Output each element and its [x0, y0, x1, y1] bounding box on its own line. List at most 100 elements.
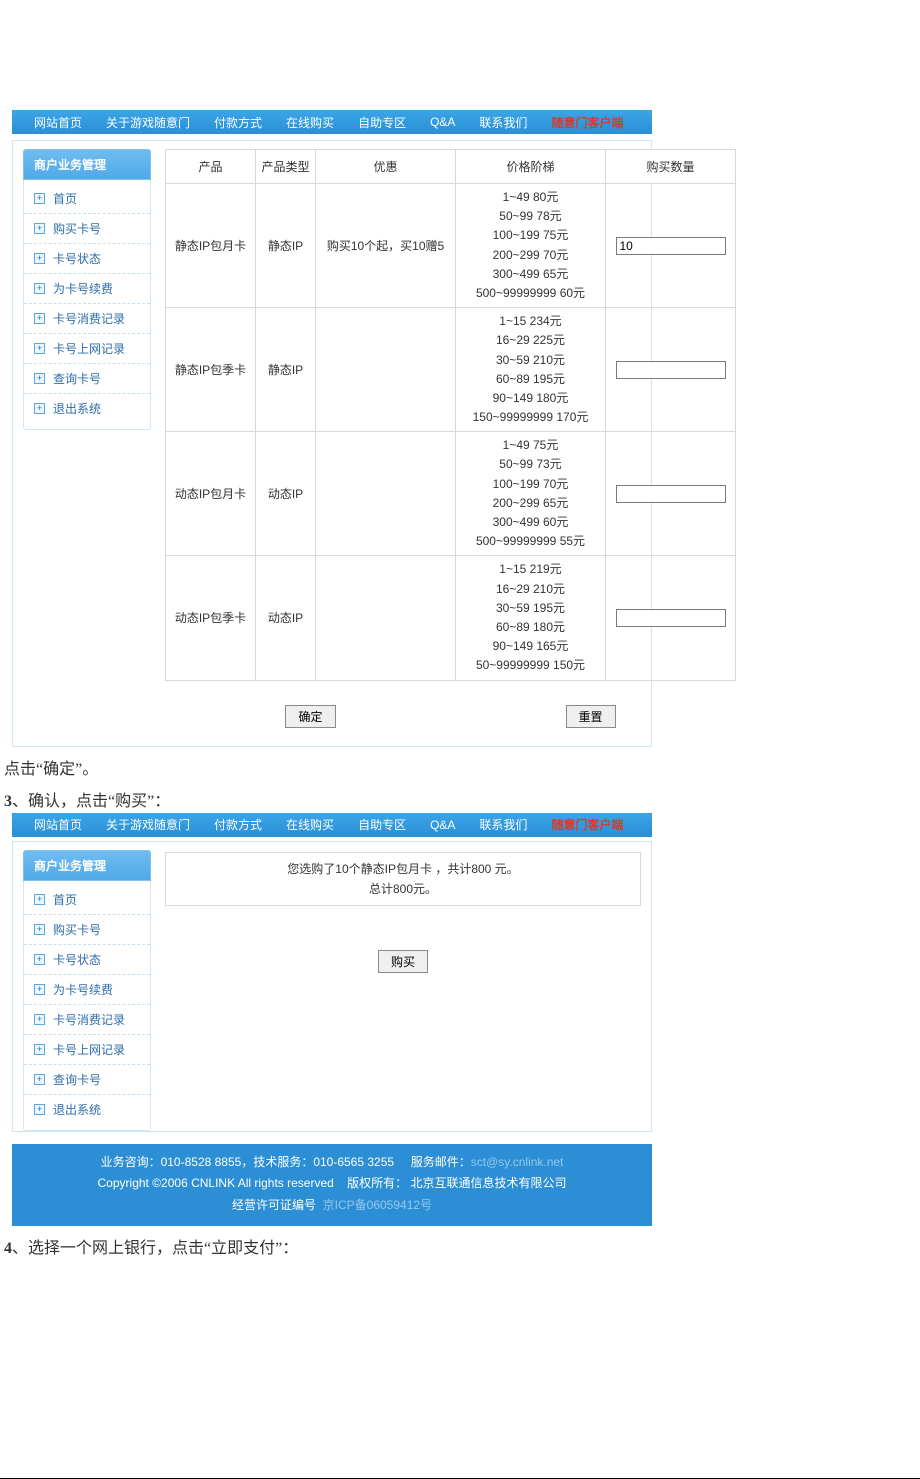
nav-home[interactable]: 网站首页 — [22, 816, 94, 833]
sidebar-item-exit[interactable]: +退出系统 — [24, 1095, 150, 1124]
qty-input[interactable] — [616, 361, 726, 379]
footer-license-label: 经营许可证编号 — [232, 1198, 316, 1212]
cell-product: 动态IP包季卡 — [166, 556, 256, 680]
sidebar-item-renew[interactable]: + 为卡号续费 — [24, 274, 150, 304]
product-table: 产品 产品类型 优惠 价格阶梯 购买数量 静态IP包月卡静态IP购买10个起，买… — [165, 149, 736, 681]
sidebar-item-online[interactable]: + 卡号上网记录 — [24, 334, 150, 364]
confirm-line-2: 总计800元。 — [166, 879, 640, 899]
footer-owner: 版权所有： 北京互联通信息技术有限公司 — [347, 1176, 566, 1190]
plus-icon: + — [34, 403, 45, 414]
nav-contact[interactable]: 联系我们 — [467, 816, 539, 833]
sidebar-item-buy[interactable]: + 购买卡号 — [24, 214, 150, 244]
step-number: 3 — [4, 793, 12, 810]
nav-client-download[interactable]: 随意门客户端 — [539, 114, 635, 131]
cell-type: 动态IP — [256, 432, 316, 556]
sidebar-item-renew[interactable]: +为卡号续费 — [24, 975, 150, 1005]
buy-button[interactable]: 购买 — [378, 950, 428, 973]
sidebar-item-consume[interactable]: +卡号消费记录 — [24, 1005, 150, 1035]
th-type: 产品类型 — [256, 150, 316, 184]
plus-icon: + — [34, 1014, 45, 1025]
cell-product: 静态IP包季卡 — [166, 308, 256, 432]
table-row: 动态IP包月卡动态IP 1~49 75元 50~99 73元 100~199 70… — [166, 432, 736, 556]
sidebar-item-home[interactable]: +首页 — [24, 885, 150, 915]
sidebar-list: +首页 +购买卡号 +卡号状态 +为卡号续费 +卡号消费记录 + 卡号上网记录 +… — [23, 881, 151, 1131]
confirm-panel: 商户业务管理 +首页 +购买卡号 +卡号状态 +为卡号续费 +卡号消费记录 + 卡… — [12, 841, 652, 1132]
nav-qa[interactable]: Q&A — [418, 115, 467, 129]
footer-contact: 业务咨询：010-8528 8855，技术服务：010-6565 3255 — [101, 1155, 395, 1169]
instruction-step-4: 4、选择一个网上银行，点击“立即支付”： — [4, 1234, 920, 1258]
nav-contact[interactable]: 联系我们 — [467, 114, 539, 131]
cell-qty — [606, 308, 736, 432]
button-row: 确定 重置 — [165, 705, 736, 728]
plus-icon: + — [34, 924, 45, 935]
nav-about[interactable]: 关于游戏随意门 — [94, 816, 202, 833]
qty-input[interactable] — [616, 485, 726, 503]
main-panel: 商户业务管理 +首页 +购买卡号 +卡号状态 +为卡号续费 +卡号消费记录 +卡… — [12, 140, 652, 747]
sidebar-item-query[interactable]: +查询卡号 — [24, 1065, 150, 1095]
footer-license-no[interactable]: 京ICP备06059412号 — [323, 1198, 432, 1212]
nav-pay[interactable]: 付款方式 — [202, 114, 274, 131]
instruction-step-3: 3、确认，点击“购买”： — [4, 787, 920, 811]
product-table-wrap: 产品 产品类型 优惠 价格阶梯 购买数量 静态IP包月卡静态IP购买10个起，买… — [165, 149, 736, 728]
plus-icon: + — [34, 1074, 45, 1085]
qty-input[interactable] — [616, 237, 726, 255]
nav-qa[interactable]: Q&A — [418, 818, 467, 832]
sidebar-item-status[interactable]: +卡号状态 — [24, 945, 150, 975]
cell-price-tiers: 1~15 219元 16~29 210元 30~59 195元 60~89 18… — [456, 556, 606, 680]
cell-price-tiers: 1~49 75元 50~99 73元 100~199 70元 200~299 6… — [456, 432, 606, 556]
table-row: 动态IP包季卡动态IP1~15 219元 16~29 210元 30~59 19… — [166, 556, 736, 680]
nav-pay[interactable]: 付款方式 — [202, 816, 274, 833]
plus-icon: + — [34, 313, 45, 324]
qty-input[interactable] — [616, 609, 726, 627]
th-promo: 优惠 — [316, 150, 456, 184]
sidebar-item-consume[interactable]: +卡号消费记录 — [24, 304, 150, 334]
table-header-row: 产品 产品类型 优惠 价格阶梯 购买数量 — [166, 150, 736, 184]
cell-promo — [316, 556, 456, 680]
cell-product: 动态IP包月卡 — [166, 432, 256, 556]
plus-icon: + — [34, 283, 45, 294]
nav-self[interactable]: 自助专区 — [346, 816, 418, 833]
sidebar-label: 卡号上网记录 — [53, 340, 125, 357]
sidebar-item-exit[interactable]: +退出系统 — [24, 394, 150, 423]
sidebar-item-status[interactable]: +卡号状态 — [24, 244, 150, 274]
footer-copyright: Copyright ©2006 CNLINK All rights reserv… — [98, 1176, 334, 1190]
sidebar-item-home[interactable]: +首页 — [24, 184, 150, 214]
nav-buy[interactable]: 在线购买 — [274, 114, 346, 131]
sidebar: 商户业务管理 +首页 +购买卡号 +卡号状态 +为卡号续费 +卡号消费记录 +卡… — [23, 149, 151, 430]
top-nav-2: 网站首页 关于游戏随意门 付款方式 在线购买 自助专区 Q&A 联系我们 随意门… — [12, 813, 652, 837]
sidebar-label: 卡号上网记录 — [53, 1041, 125, 1058]
nav-home[interactable]: 网站首页 — [22, 114, 94, 131]
th-qty: 购买数量 — [606, 150, 736, 184]
plus-icon: + — [34, 954, 45, 965]
sidebar-title: 商户业务管理 — [23, 149, 151, 180]
sidebar-label: 查询卡号 — [53, 370, 101, 387]
nav-self[interactable]: 自助专区 — [346, 114, 418, 131]
sidebar-label: 购买卡号 — [53, 220, 101, 237]
plus-icon: + — [34, 984, 45, 995]
sidebar-item-buy[interactable]: +购买卡号 — [24, 915, 150, 945]
plus-icon: + — [34, 193, 45, 204]
ok-button[interactable]: 确定 — [285, 705, 335, 728]
cell-promo — [316, 432, 456, 556]
cell-qty — [606, 556, 736, 680]
sidebar-label: 卡号状态 — [53, 250, 101, 267]
nav-client-download[interactable]: 随意门客户端 — [539, 816, 635, 833]
plus-icon: + — [34, 343, 45, 354]
plus-icon: + — [34, 223, 45, 234]
step-text: 、确认，点击“购买”： — [12, 793, 170, 810]
sidebar-item-query[interactable]: +查询卡号 — [24, 364, 150, 394]
screenshot-1: 网站首页 关于游戏随意门 付款方式 在线购买 自助专区 Q&A 联系我们 随意门… — [12, 110, 652, 747]
reset-button[interactable]: 重置 — [566, 705, 616, 728]
th-product: 产品 — [166, 150, 256, 184]
sidebar-title: 商户业务管理 — [23, 850, 151, 881]
cell-qty — [606, 432, 736, 556]
sidebar-label: 退出系统 — [53, 1101, 101, 1118]
nav-buy[interactable]: 在线购买 — [274, 816, 346, 833]
sidebar-label: 为卡号续费 — [53, 280, 113, 297]
cell-type: 静态IP — [256, 308, 316, 432]
nav-about[interactable]: 关于游戏随意门 — [94, 114, 202, 131]
plus-icon: + — [34, 1044, 45, 1055]
cell-product: 静态IP包月卡 — [166, 184, 256, 308]
footer-mail[interactable]: sct@sy.cnlink.net — [471, 1155, 564, 1169]
sidebar-item-online[interactable]: + 卡号上网记录 — [24, 1035, 150, 1065]
